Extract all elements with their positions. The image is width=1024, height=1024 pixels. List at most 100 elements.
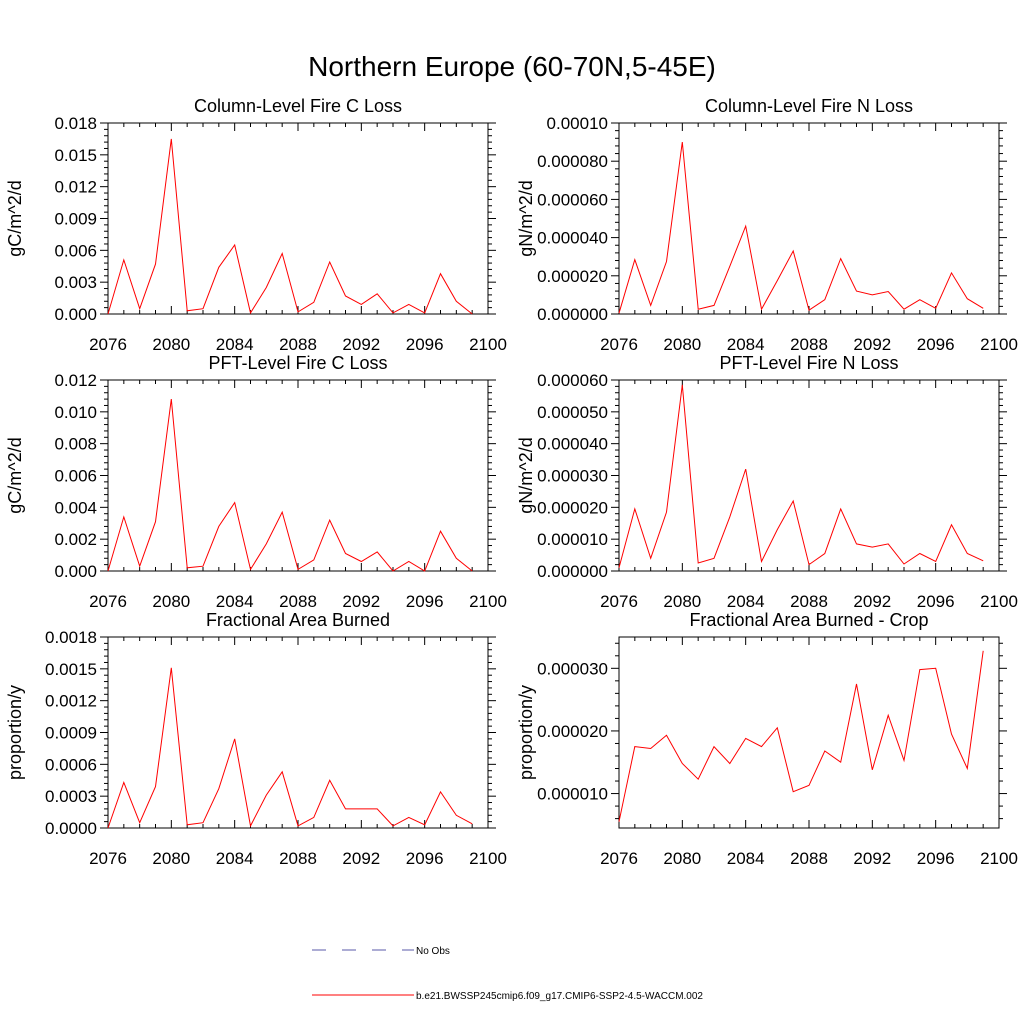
y-tick-label: 0.018 bbox=[54, 114, 97, 133]
x-tick-label: 2076 bbox=[89, 335, 127, 354]
y-tick-label: 0.0006 bbox=[45, 755, 97, 774]
y-tick-label: 0.015 bbox=[54, 146, 97, 165]
y-axis-label: proportion/y bbox=[516, 685, 536, 780]
panel-5: Fractional Area Burned proportion/y 2076 20… bbox=[5, 610, 507, 868]
y-axis-label: gN/m^2/d bbox=[516, 437, 536, 513]
x-tick-label: 2076 bbox=[89, 592, 127, 611]
series-line bbox=[107, 138, 473, 315]
x-tick-label: 2080 bbox=[663, 335, 701, 354]
plot-frame bbox=[107, 636, 489, 829]
x-tick-label: 2096 bbox=[406, 335, 444, 354]
y-tick-label: 0.000000 bbox=[537, 305, 608, 324]
x-tick-label: 2092 bbox=[853, 849, 891, 868]
x-tick-label: 2088 bbox=[279, 592, 317, 611]
legend-label-model: b.e21.BWSSP245cmip6.f09_g17.CMIP6-SSP2-4… bbox=[416, 991, 703, 1002]
panel-title: Column-Level Fire N Loss bbox=[705, 96, 913, 116]
x-tick-label: 2096 bbox=[917, 592, 955, 611]
y-tick-label: 0.000020 bbox=[537, 722, 608, 741]
y-tick-label: 0.008 bbox=[54, 435, 97, 454]
panel-6: Fractional Area Burned - Crop proportion/… bbox=[516, 610, 1018, 868]
x-tick-label: 2076 bbox=[89, 849, 127, 868]
panel-1: Column-Level Fire C Loss gC/m^2/d 2076 2080… bbox=[5, 96, 507, 354]
y-tick-label: 0.012 bbox=[54, 178, 97, 197]
x-tick-label: 2092 bbox=[853, 592, 891, 611]
y-tick-label: 0.000060 bbox=[537, 371, 608, 390]
y-tick-label: 0.000010 bbox=[537, 530, 608, 549]
y-tick-label: 0.012 bbox=[54, 371, 97, 390]
y-tick-label: 0.0000 bbox=[45, 819, 97, 838]
plot-frame bbox=[107, 379, 489, 572]
y-tick-label: 0.0015 bbox=[45, 660, 97, 679]
x-tick-label: 2080 bbox=[152, 592, 190, 611]
series-line bbox=[107, 399, 473, 572]
series-line bbox=[618, 650, 984, 822]
y-tick-label: 0.006 bbox=[54, 241, 97, 260]
y-tick-label: 0.000030 bbox=[537, 467, 608, 486]
series-line bbox=[107, 667, 473, 829]
x-tick-label: 2084 bbox=[727, 849, 765, 868]
panel-2: Column-Level Fire N Loss gN/m^2/d 2076 2080… bbox=[516, 96, 1018, 354]
y-tick-label: 0.00010 bbox=[547, 114, 608, 133]
x-tick-label: 2100 bbox=[980, 592, 1018, 611]
panel-title: PFT-Level Fire C Loss bbox=[208, 353, 387, 373]
legend: No Obs b.e21.BWSSP245cmip6.f09_g17.CMIP6… bbox=[312, 946, 703, 1002]
y-tick-label: 0.000 bbox=[54, 305, 97, 324]
y-tick-label: 0.000040 bbox=[537, 435, 608, 454]
x-tick-label: 2076 bbox=[600, 592, 638, 611]
x-tick-label: 2092 bbox=[853, 335, 891, 354]
y-tick-label: 0.000050 bbox=[537, 403, 608, 422]
panel-title: Fractional Area Burned bbox=[206, 610, 390, 630]
x-tick-label: 2084 bbox=[216, 849, 254, 868]
y-tick-label: 0.000 bbox=[54, 562, 97, 581]
x-tick-label: 2100 bbox=[980, 335, 1018, 354]
x-tick-label: 2096 bbox=[917, 849, 955, 868]
x-tick-label: 2076 bbox=[600, 849, 638, 868]
y-tick-label: 0.009 bbox=[54, 210, 97, 229]
x-tick-label: 2096 bbox=[917, 335, 955, 354]
y-tick-label: 0.000010 bbox=[537, 785, 608, 804]
x-tick-label: 2088 bbox=[790, 592, 828, 611]
y-axis-label: gC/m^2/d bbox=[5, 180, 25, 256]
x-tick-label: 2092 bbox=[342, 592, 380, 611]
y-tick-label: 0.000030 bbox=[537, 659, 608, 678]
x-tick-label: 2084 bbox=[216, 335, 254, 354]
x-tick-label: 2100 bbox=[980, 849, 1018, 868]
x-tick-label: 2100 bbox=[469, 335, 507, 354]
x-tick-label: 2092 bbox=[342, 849, 380, 868]
plot-frame bbox=[618, 379, 1000, 572]
y-tick-label: 0.000040 bbox=[537, 229, 608, 248]
y-tick-label: 0.004 bbox=[54, 498, 97, 517]
series-line bbox=[618, 384, 984, 568]
x-tick-label: 2092 bbox=[342, 335, 380, 354]
series-line bbox=[618, 142, 984, 314]
y-tick-label: 0.0018 bbox=[45, 628, 97, 647]
plot-frame bbox=[618, 636, 1000, 829]
figure-title: Northern Europe (60-70N,5-45E) bbox=[308, 51, 716, 82]
y-tick-label: 0.003 bbox=[54, 273, 97, 292]
x-tick-label: 2100 bbox=[469, 592, 507, 611]
y-axis-label: gN/m^2/d bbox=[516, 180, 536, 256]
x-tick-label: 2096 bbox=[406, 849, 444, 868]
y-tick-label: 0.010 bbox=[54, 403, 97, 422]
y-tick-label: 0.0009 bbox=[45, 724, 97, 743]
x-tick-label: 2100 bbox=[469, 849, 507, 868]
panel-3: PFT-Level Fire C Loss gC/m^2/d 2076 2080 208… bbox=[5, 353, 507, 611]
x-tick-label: 2088 bbox=[790, 849, 828, 868]
x-tick-label: 2080 bbox=[663, 592, 701, 611]
x-tick-label: 2080 bbox=[152, 335, 190, 354]
y-tick-label: 0.006 bbox=[54, 467, 97, 486]
x-tick-label: 2084 bbox=[727, 592, 765, 611]
x-tick-label: 2080 bbox=[663, 849, 701, 868]
panel-title: PFT-Level Fire N Loss bbox=[719, 353, 898, 373]
x-tick-label: 2080 bbox=[152, 849, 190, 868]
x-tick-label: 2088 bbox=[790, 335, 828, 354]
x-tick-label: 2084 bbox=[727, 335, 765, 354]
plot-frame bbox=[618, 122, 1000, 315]
panel-4: PFT-Level Fire N Loss gN/m^2/d 2076 2080 208… bbox=[516, 353, 1018, 611]
y-tick-label: 0.000020 bbox=[537, 267, 608, 286]
y-tick-label: 0.000060 bbox=[537, 190, 608, 209]
y-tick-label: 0.002 bbox=[54, 530, 97, 549]
panel-title: Fractional Area Burned - Crop bbox=[689, 610, 928, 630]
x-tick-label: 2084 bbox=[216, 592, 254, 611]
